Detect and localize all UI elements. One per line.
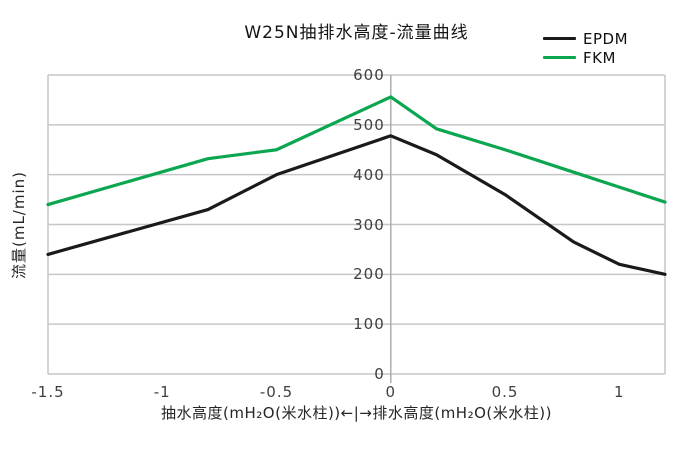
- fkm-line-swatch: [543, 55, 576, 60]
- chart-title: W25N抽排水高度-流量曲线: [244, 23, 469, 43]
- y-tick-label-100: 100: [353, 315, 385, 334]
- series-line-fkm: [46, 95, 667, 207]
- legend-label-epdm: EPDM: [583, 29, 629, 48]
- series-line-epdm: [46, 134, 667, 276]
- x-tick-label-0.5: 0.5: [491, 383, 519, 401]
- y-tick-label-200: 200: [353, 265, 385, 284]
- x-tick-label--1.5: -1.5: [31, 383, 65, 401]
- legend-item-epdm: EPDM: [543, 29, 628, 48]
- legend-item-fkm: FKM: [543, 48, 628, 67]
- x-tick-label-0: 0: [385, 383, 397, 401]
- y-tick-label-600: 600: [353, 66, 385, 84]
- y-tick-label-300: 300: [353, 215, 385, 234]
- x-axis-title: 抽水高度(mH₂O(米水柱))←|→排水高度(mH₂O(米水柱)): [161, 404, 552, 422]
- y-tick-label-500: 500: [353, 115, 385, 134]
- legend-label-fkm: FKM: [583, 48, 616, 67]
- epdm-line-swatch: [543, 36, 576, 41]
- y-tick-label-400: 400: [353, 165, 385, 184]
- x-tick-label--1: -1: [153, 383, 171, 401]
- y-tick-label-0: 0: [374, 365, 385, 383]
- legend: EPDM FKM: [543, 29, 628, 67]
- y-axis-title: 流量(mL/min): [10, 171, 28, 280]
- x-tick-label--0.5: -0.5: [259, 383, 294, 401]
- x-tick-label-1: 1: [614, 383, 625, 401]
